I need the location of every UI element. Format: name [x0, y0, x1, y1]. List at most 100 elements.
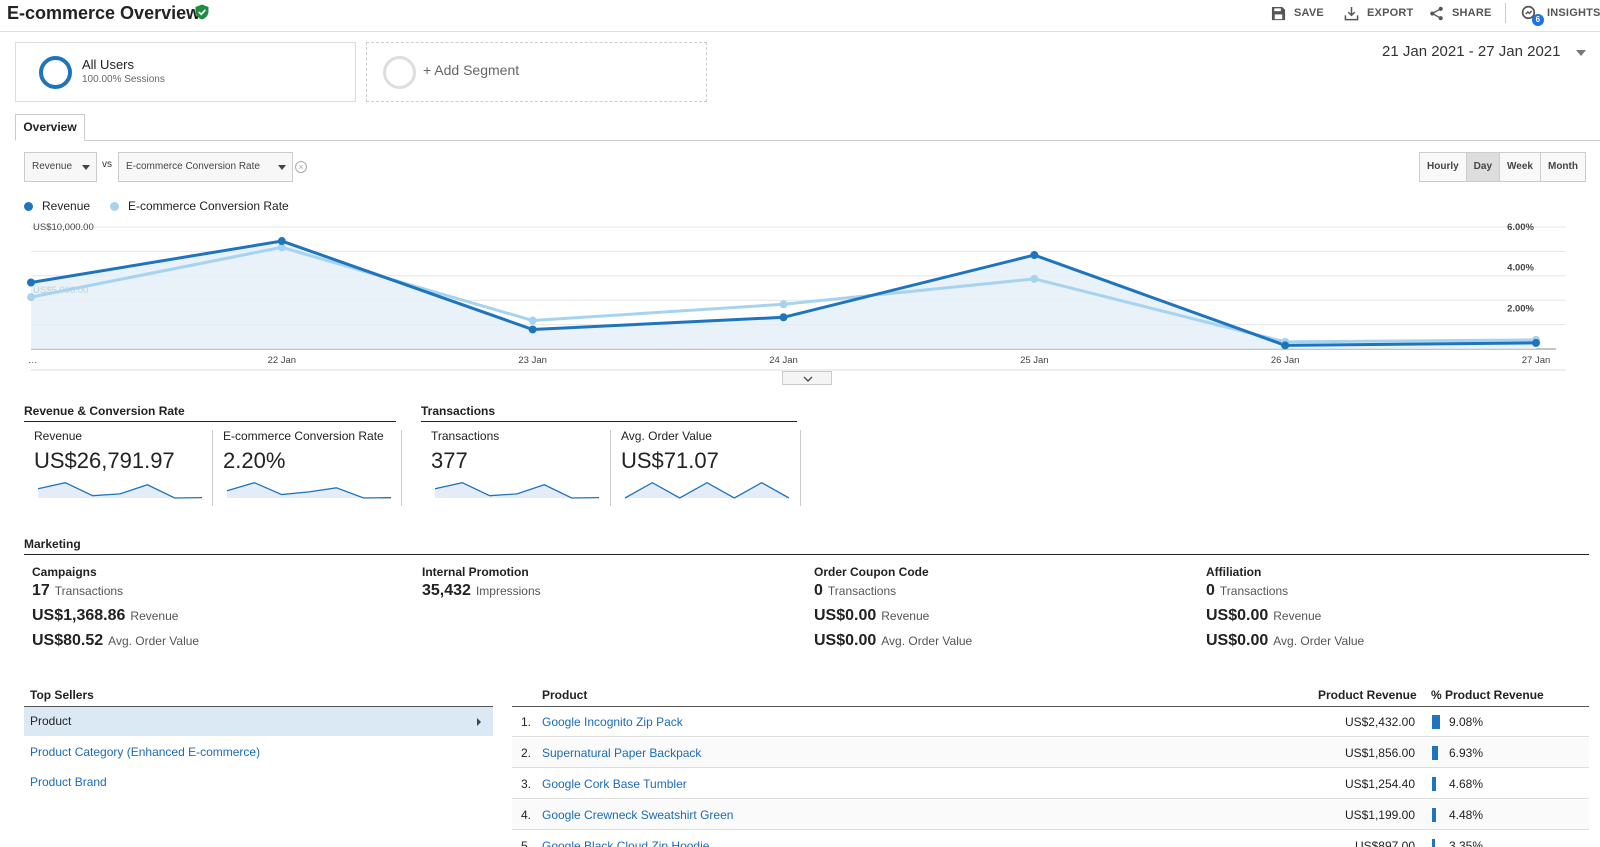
right-axis-tick-label: 4.00%: [1507, 263, 1534, 274]
marketing-metric: 0 Transactions: [1206, 582, 1364, 600]
column-header-product[interactable]: Product: [542, 688, 588, 702]
sparkline-area: [38, 482, 202, 498]
product-revenue: US$2,432.00: [1344, 715, 1415, 729]
kpi-label: Avg. Order Value: [621, 429, 712, 443]
chevron-down-icon: [82, 165, 90, 170]
save-label: SAVE: [1294, 7, 1324, 19]
conversion-point: [277, 243, 286, 252]
sparkline: [37, 482, 203, 499]
sparkline-area: [625, 482, 789, 498]
page-title: E-commerce Overview: [7, 3, 201, 23]
insights-button[interactable]: 6 INSIGHTS: [1521, 4, 1600, 26]
conversion-point: [27, 293, 35, 302]
x-axis-tick-label: …: [28, 355, 38, 366]
metric-unit: Revenue: [130, 609, 179, 623]
segment-all-users[interactable]: All Users 100.00% Sessions: [15, 42, 356, 102]
kpi-label: Transactions: [431, 429, 500, 443]
legend-label-conversion: E-commerce Conversion Rate: [128, 199, 289, 213]
marketing-metric: 35,432 Impressions: [422, 582, 541, 600]
top-sellers-item-product-category[interactable]: Product Category (Enhanced E-commerce): [30, 745, 261, 759]
granularity-hourly-button[interactable]: Hourly: [1420, 153, 1466, 181]
x-axis-tick-label: 24 Jan: [769, 355, 798, 366]
insights-count-badge: 6: [1532, 13, 1544, 26]
product-link[interactable]: Supernatural Paper Backpack: [542, 746, 702, 760]
marketing-campaigns: Campaigns 17 Transactions US$1,368.86 Reve…: [32, 565, 199, 650]
save-button[interactable]: SAVE: [1271, 4, 1324, 22]
kpi-avg-order-value[interactable]: Avg. Order Value US$71.07: [611, 424, 801, 510]
product-link[interactable]: Google Black Cloud Zip Hoodie: [542, 839, 710, 847]
kpi-value: US$26,791.97: [34, 448, 175, 473]
marketing-column-title: Internal Promotion: [422, 565, 529, 579]
kpi-value: US$71.07: [621, 448, 719, 473]
date-range-picker[interactable]: 21 Jan 2021 - 27 Jan 2021: [1382, 43, 1561, 60]
marketing-column-title: Campaigns: [32, 565, 97, 579]
clear-metric-icon[interactable]: ×: [295, 161, 307, 173]
product-link[interactable]: Google Cork Base Tumbler: [542, 777, 687, 791]
table-row: 2. Supernatural Paper Backpack US$1,856.…: [512, 738, 1589, 768]
chart-collapse-toggle[interactable]: [782, 371, 832, 385]
granularity-day-button[interactable]: Day: [1465, 153, 1500, 181]
secondary-metric-select[interactable]: E-commerce Conversion Rate: [118, 152, 293, 182]
share-bar: [1432, 746, 1438, 760]
granularity-month-button[interactable]: Month: [1539, 153, 1585, 181]
save-icon: [1271, 6, 1286, 20]
segment-sessions: 100.00% Sessions: [82, 74, 165, 85]
table-row: 5. Google Black Cloud Zip Hoodie US$897.…: [512, 831, 1589, 847]
top-sellers-item-product-brand[interactable]: Product Brand: [30, 775, 107, 789]
revenue-conversion-chart: US$10,000.00US$5,000.006.00%4.00%2.00%…2…: [27, 222, 1566, 371]
verified-shield-icon: [195, 4, 209, 20]
conversion-point: [1030, 274, 1039, 283]
x-axis-tick-label: 23 Jan: [518, 355, 547, 366]
revenue-point: [1030, 251, 1039, 260]
revenue-point: [528, 325, 537, 334]
top-sellers-item-label: Product: [30, 714, 72, 728]
granularity-toggle: Hourly Day Week Month: [1419, 152, 1586, 182]
product-revenue-pct: 6.93%: [1449, 746, 1484, 760]
row-rank: 1.: [521, 715, 532, 729]
product-revenue: US$1,254.40: [1344, 777, 1415, 791]
sparkline-line: [37, 482, 203, 499]
add-segment-button[interactable]: + Add Segment: [366, 42, 707, 102]
metric-value: 0: [1206, 582, 1215, 599]
chevron-down-icon[interactable]: [1576, 50, 1586, 56]
kpi-divider: [610, 430, 611, 506]
kpi-transactions[interactable]: Transactions 377: [421, 424, 611, 510]
metric-value: 35,432: [422, 582, 471, 599]
kpi-conversion-rate[interactable]: E-commerce Conversion Rate 2.20%: [213, 424, 403, 510]
x-axis-tick-label: 22 Jan: [268, 355, 297, 366]
share-button[interactable]: SHARE: [1429, 4, 1492, 22]
revenue-point: [1281, 341, 1290, 350]
section-title-transactions: Transactions: [421, 404, 496, 418]
revenue-point: [779, 313, 788, 322]
top-sellers-title: Top Sellers: [30, 688, 94, 702]
metric-value: US$0.00: [1206, 607, 1269, 624]
metric-unit: Revenue: [881, 609, 930, 623]
top-sellers-item-product[interactable]: Product: [24, 707, 493, 736]
product-link[interactable]: Google Crewneck Sweatshirt Green: [542, 808, 734, 822]
row-rank: 5.: [521, 839, 532, 847]
sparkline: [226, 482, 392, 499]
primary-metric-label: Revenue: [32, 161, 73, 172]
kpi-value: 2.20%: [223, 448, 286, 473]
column-header-product-revenue[interactable]: Product Revenue: [1318, 688, 1417, 702]
kpi-revenue[interactable]: Revenue US$26,791.97: [24, 424, 214, 510]
product-link[interactable]: Google Incognito Zip Pack: [542, 715, 683, 729]
metric-value: US$0.00: [1206, 632, 1269, 649]
section-rule: [421, 421, 797, 422]
product-revenue-pct: 4.48%: [1449, 808, 1484, 822]
kpi-divider: [800, 430, 801, 506]
column-header-pct-revenue[interactable]: % Product Revenue: [1431, 688, 1544, 702]
revenue-area: [31, 241, 1536, 349]
primary-metric-select[interactable]: Revenue: [24, 152, 97, 182]
tab-overview[interactable]: Overview: [15, 114, 85, 141]
tab-bar-rule: [15, 140, 1600, 141]
marketing-column-title: Affiliation: [1206, 565, 1262, 579]
conversion-point: [528, 316, 537, 325]
legend-swatch-revenue: [24, 201, 33, 211]
product-revenue: US$1,856.00: [1344, 746, 1415, 760]
granularity-week-button[interactable]: Week: [1499, 153, 1540, 181]
marketing-column-title: Order Coupon Code: [814, 565, 929, 579]
add-segment-label: + Add Segment: [423, 62, 520, 78]
insights-icon: [1521, 5, 1536, 19]
export-button[interactable]: EXPORT: [1344, 4, 1413, 22]
